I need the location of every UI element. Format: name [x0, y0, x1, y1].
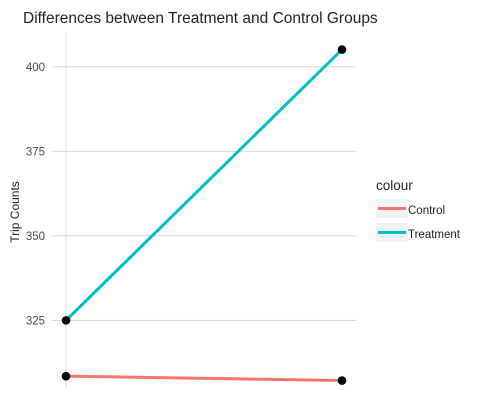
series-line-treatment — [64, 48, 344, 322]
chart-title: Differences between Treatment and Contro… — [23, 10, 378, 27]
point-control-0 — [61, 371, 71, 381]
y-tick-label-325: 325 — [26, 315, 45, 327]
legend: colour Control Treatment — [376, 178, 461, 242]
series-line-control — [65, 374, 343, 383]
y-axis-ticks: 325 350 375 400 — [26, 62, 45, 328]
series-lines — [64, 48, 344, 383]
point-treatment-1 — [337, 45, 347, 54]
y-axis-label: Trip Counts — [8, 181, 22, 243]
point-treatment-0 — [61, 316, 71, 325]
data-points — [61, 45, 347, 385]
legend-label-treatment: Treatment — [408, 229, 461, 241]
y-tick-label-400: 400 — [26, 62, 45, 74]
grid — [52, 66, 356, 321]
point-control-1 — [337, 376, 347, 385]
legend-title: colour — [376, 178, 413, 193]
y-tick-label-350: 350 — [26, 231, 45, 243]
y-tick-label-375: 375 — [26, 146, 45, 158]
legend-label-control: Control — [408, 205, 445, 217]
